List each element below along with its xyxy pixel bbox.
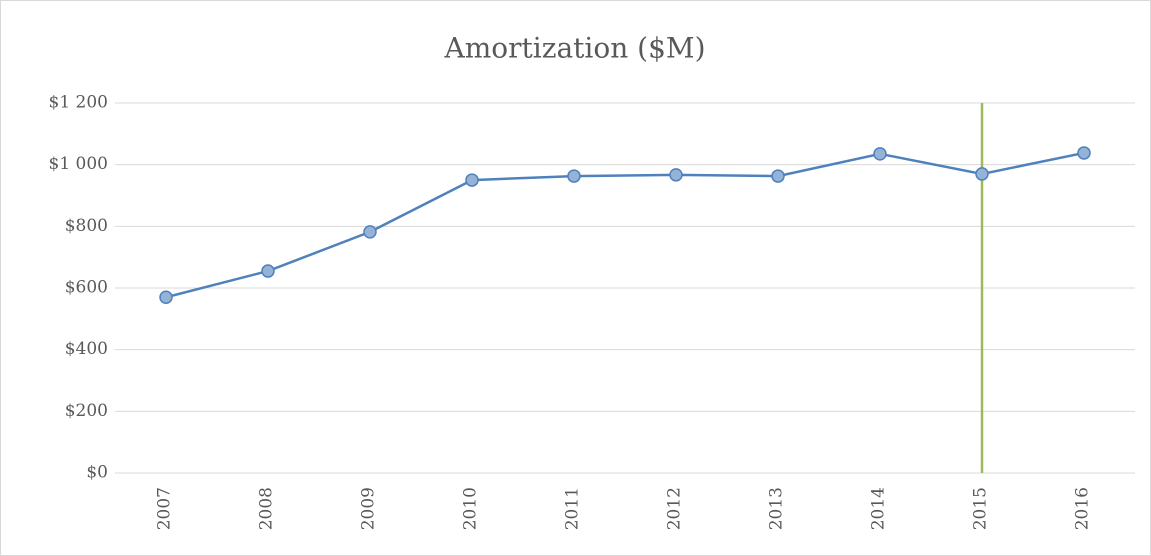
data-point: [261, 264, 275, 278]
x-tick-label: 2014: [869, 487, 889, 530]
data-point: [465, 173, 479, 187]
y-tick-label: $800: [65, 216, 108, 236]
y-tick-label: $200: [65, 401, 108, 421]
data-point: [669, 168, 683, 182]
y-tick-label: $400: [65, 339, 108, 359]
series-line: [165, 151, 1085, 299]
data-point: [873, 147, 887, 161]
x-tick-label: 2015: [971, 487, 991, 530]
x-tick-label: 2010: [461, 487, 481, 530]
data-point: [363, 225, 377, 239]
x-tick-label: 2008: [257, 487, 277, 530]
y-tick-label: $0: [86, 463, 108, 483]
x-tick-label: 2009: [359, 487, 379, 530]
y-tick-label: $1 000: [49, 154, 108, 174]
data-point: [771, 169, 785, 183]
x-tick-label: 2007: [155, 487, 175, 530]
x-tick-label: 2012: [665, 487, 685, 530]
data-point: [975, 167, 989, 181]
chart-title: Amortization ($M): [444, 32, 706, 65]
x-tick-label: 2016: [1073, 487, 1093, 530]
x-tick-label: 2011: [563, 487, 583, 530]
x-tick-label: 2013: [767, 487, 787, 530]
data-point: [159, 290, 173, 304]
data-point: [1077, 146, 1091, 160]
y-tick-label: $600: [65, 278, 108, 298]
y-tick-label: $1 200: [49, 93, 108, 113]
data-point: [567, 169, 581, 183]
